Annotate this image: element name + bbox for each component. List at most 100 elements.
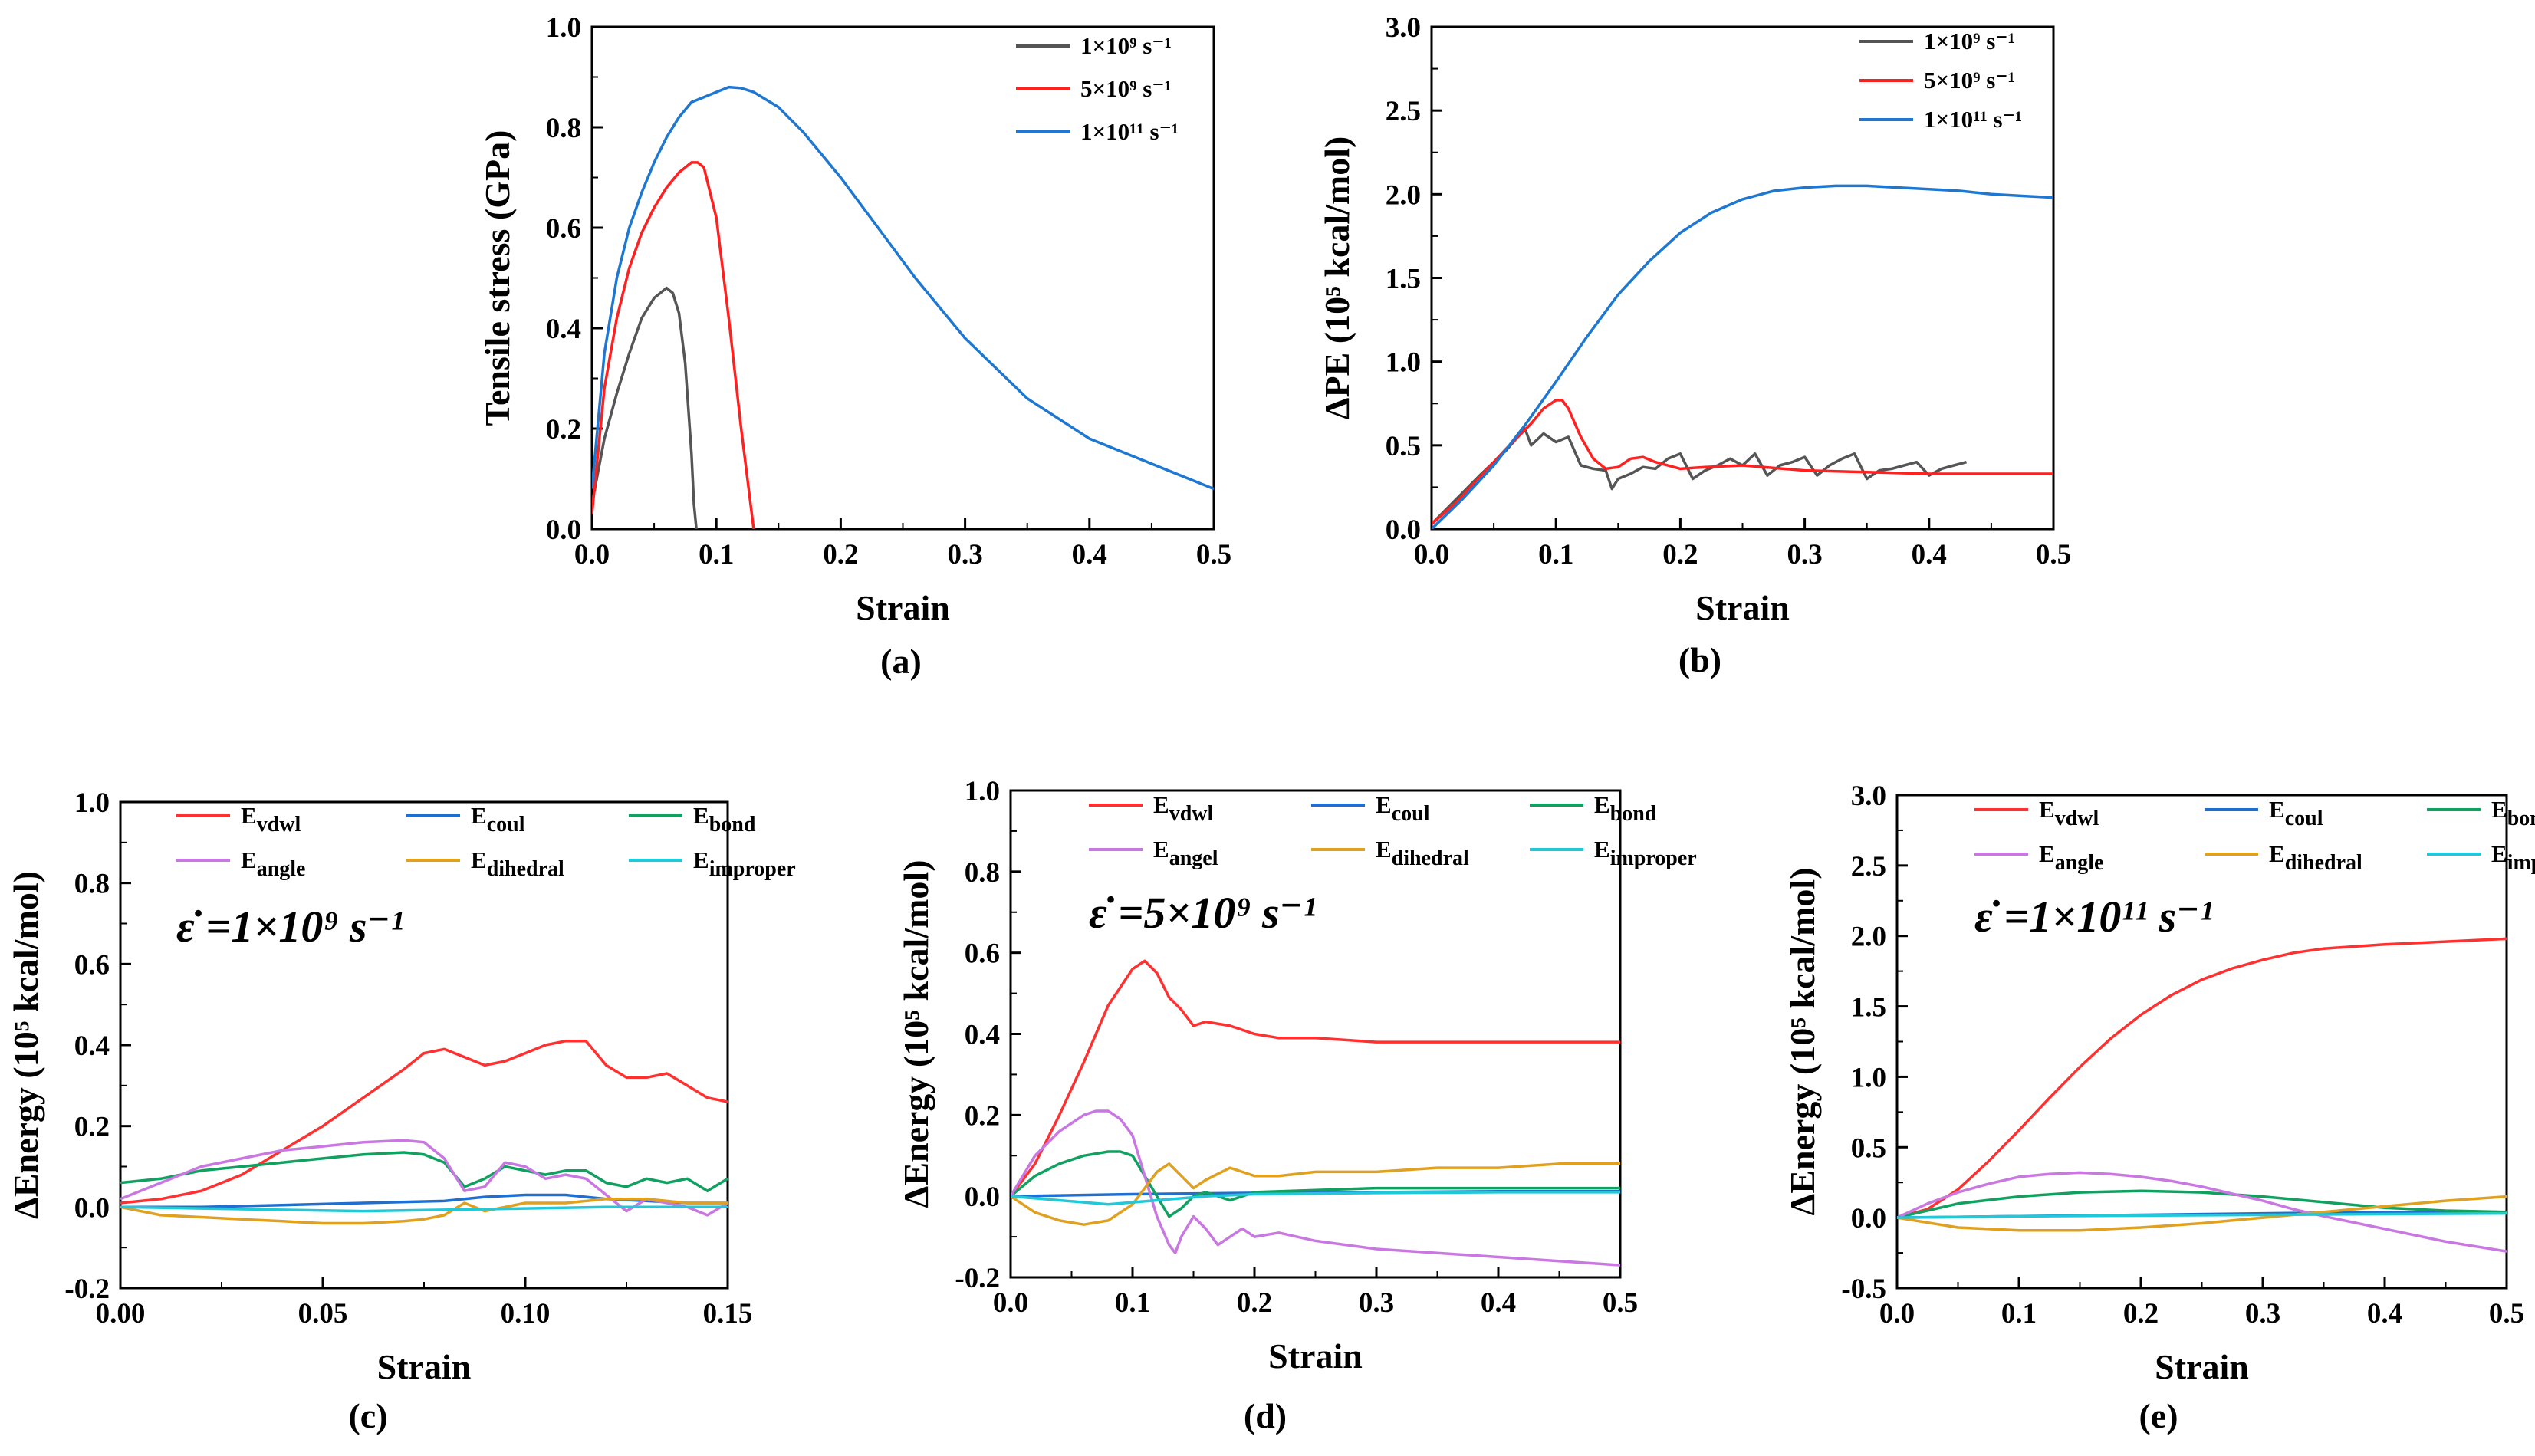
y-tick-label: 0.6 xyxy=(74,949,110,981)
y-tick-label: 0.4 xyxy=(546,314,581,345)
legend: Evdwl Ecoul Ebond Eangle Edihedral Eimproper xyxy=(176,802,796,881)
series-line-evdwl xyxy=(1897,937,2507,1219)
x-tick-label: 0.1 xyxy=(699,539,734,570)
legend-entry: 5×10⁹ s⁻¹ xyxy=(1080,75,1172,102)
legend-entry: 1×10¹¹ s⁻¹ xyxy=(1080,118,1179,145)
y-tick-label: -0.2 xyxy=(64,1274,110,1305)
y-tick-label: 0.5 xyxy=(1851,1132,1886,1164)
legend-entry: Ecoul xyxy=(2269,796,2323,830)
chart-a: 0.0 0.1 0.2 0.3 0.4 0.5 0.0 0.2 0.4 0.6 0.8 1.0 Stra… xyxy=(478,12,1231,681)
legend-entry: Eangel xyxy=(1153,836,1218,870)
series-line-eimproper xyxy=(1011,1191,1620,1206)
series-line-5-10-s- xyxy=(1432,399,2053,525)
x-tick-label: 0.00 xyxy=(96,1298,146,1329)
x-tick-label: 0.0 xyxy=(574,539,610,570)
strain-rate-annotation: ε̇ =5×10⁹ s⁻¹ xyxy=(1089,888,1317,938)
series-line-evdwl xyxy=(1011,959,1620,1198)
series-line-1-10-s- xyxy=(592,286,698,529)
x-tick-label: 0.1 xyxy=(1538,539,1573,570)
series-line-1-10-s- xyxy=(1432,184,2053,529)
legend-entry: Edihedral xyxy=(471,846,564,881)
x-axis-label: Strain xyxy=(2155,1347,2249,1386)
x-tick-label: 0.2 xyxy=(1662,539,1698,570)
legend: 1×10⁹ s⁻¹ 5×10⁹ s⁻¹ 1×10¹¹ s⁻¹ xyxy=(1016,32,1179,145)
y-tick-label: 1.0 xyxy=(965,776,1000,807)
x-tick-label: 0.1 xyxy=(2001,1298,2037,1329)
series-line-eangle xyxy=(1897,1171,2507,1253)
series-line-evdwl xyxy=(120,1039,728,1205)
y-tick-label: -0.5 xyxy=(1841,1274,1886,1305)
x-tick-label: 0.05 xyxy=(298,1298,348,1329)
y-tick-label: 0.8 xyxy=(546,113,581,144)
y-tick-label: 0.8 xyxy=(965,857,1000,889)
y-axis-label: ΔEnergy (10⁵ kcal/mol) xyxy=(896,859,935,1208)
x-tick-label: 0.4 xyxy=(1072,539,1107,570)
y-tick-label: 0.0 xyxy=(1851,1203,1886,1234)
y-tick-label: 2.0 xyxy=(1386,179,1421,211)
legend-entry: Ebond xyxy=(693,802,756,836)
y-tick-label: 0.8 xyxy=(74,869,110,900)
x-tick-label: 0.5 xyxy=(2489,1298,2524,1329)
legend-entry: Eimproper xyxy=(2491,840,2535,875)
y-tick-label: 1.0 xyxy=(1386,347,1421,379)
x-axis-label: Strain xyxy=(377,1347,472,1386)
series-line-5-10-s- xyxy=(592,161,755,529)
y-axis-label: ΔEnergy (10⁵ kcal/mol) xyxy=(1783,867,1822,1215)
x-tick-label: 0.3 xyxy=(947,539,982,570)
y-tick-label: 2.5 xyxy=(1851,851,1886,882)
x-tick-label: 0.5 xyxy=(1603,1287,1638,1319)
y-tick-label: 1.5 xyxy=(1851,992,1886,1024)
x-tick-label: 0.4 xyxy=(1481,1287,1516,1319)
legend-entry: Evdwl xyxy=(2039,796,2099,830)
y-tick-label: -0.2 xyxy=(955,1263,1000,1294)
series-line-1-10-s- xyxy=(592,85,1214,491)
chart-d: 0.0 0.1 0.2 0.3 0.4 0.5-0.20.00.20.40.60.81.0… xyxy=(896,776,1697,1435)
series-line-ebond xyxy=(1897,1189,2507,1219)
x-tick-label: 0.2 xyxy=(823,539,858,570)
legend-entry: Edihedral xyxy=(2269,840,2362,875)
legend-entry: Evdwl xyxy=(241,802,301,836)
x-axis-label: Strain xyxy=(1268,1336,1363,1375)
y-tick-label: 1.0 xyxy=(1851,1062,1886,1093)
x-tick-label: 0.5 xyxy=(1196,539,1231,570)
plot-frame xyxy=(119,800,729,1290)
x-axis-label: Strain xyxy=(1695,588,1790,627)
x-tick-label: 0.3 xyxy=(1359,1287,1394,1319)
x-tick-label: 0.2 xyxy=(2123,1298,2159,1329)
legend: Evdwl Ecoul Ebond Eangle Edihedral Eimproper xyxy=(1974,796,2535,875)
y-tick-label: 2.5 xyxy=(1386,96,1421,127)
y-tick-label: 0.2 xyxy=(965,1100,1000,1132)
series-line-eimproper xyxy=(120,1205,728,1213)
series-line-edihedral xyxy=(1897,1195,2507,1232)
y-tick-label: 0.6 xyxy=(546,213,581,245)
chart-c: 0.00 0.05 0.10 0.15 -0.2 0.0 0.2 0.4 0.6 0.8 1.0 St… xyxy=(6,787,796,1435)
legend-entry: 5×10⁹ s⁻¹ xyxy=(1924,67,2015,94)
legend-entry: Eimproper xyxy=(1594,836,1697,870)
series-line-eangel xyxy=(1011,1109,1620,1267)
y-tick-label: 1.0 xyxy=(546,12,581,44)
x-tick-label: 0.15 xyxy=(703,1298,753,1329)
y-tick-label: 2.0 xyxy=(1851,922,1886,953)
legend-entry: 1×10¹¹ s⁻¹ xyxy=(1924,106,2022,133)
legend-entry: Evdwl xyxy=(1153,791,1213,826)
y-tick-label: 0.0 xyxy=(546,514,581,546)
y-tick-label: 0.4 xyxy=(74,1030,110,1062)
panel-label: (b) xyxy=(1678,640,1721,679)
y-tick-label: 3.0 xyxy=(1386,12,1421,44)
x-tick-label: 0.3 xyxy=(2245,1298,2280,1329)
y-tick-label: 0.6 xyxy=(965,938,1000,970)
series-line-ebond xyxy=(1011,1150,1620,1218)
y-tick-label: 0.0 xyxy=(74,1192,110,1224)
legend-entry: Eangle xyxy=(241,846,305,881)
x-tick-label: 0.5 xyxy=(2036,539,2071,570)
x-axis-label: Strain xyxy=(856,588,950,627)
legend-entry: 1×10⁹ s⁻¹ xyxy=(1924,28,2015,54)
legend-entry: Ecoul xyxy=(1376,791,1430,826)
y-tick-label: 1.0 xyxy=(74,787,110,819)
x-tick-label: 0.0 xyxy=(1879,1298,1915,1329)
y-tick-label: 3.0 xyxy=(1851,781,1886,812)
legend-entry: Eimproper xyxy=(693,846,796,881)
y-tick-label: 0.2 xyxy=(74,1112,110,1143)
x-tick-label: 0.3 xyxy=(1787,539,1822,570)
